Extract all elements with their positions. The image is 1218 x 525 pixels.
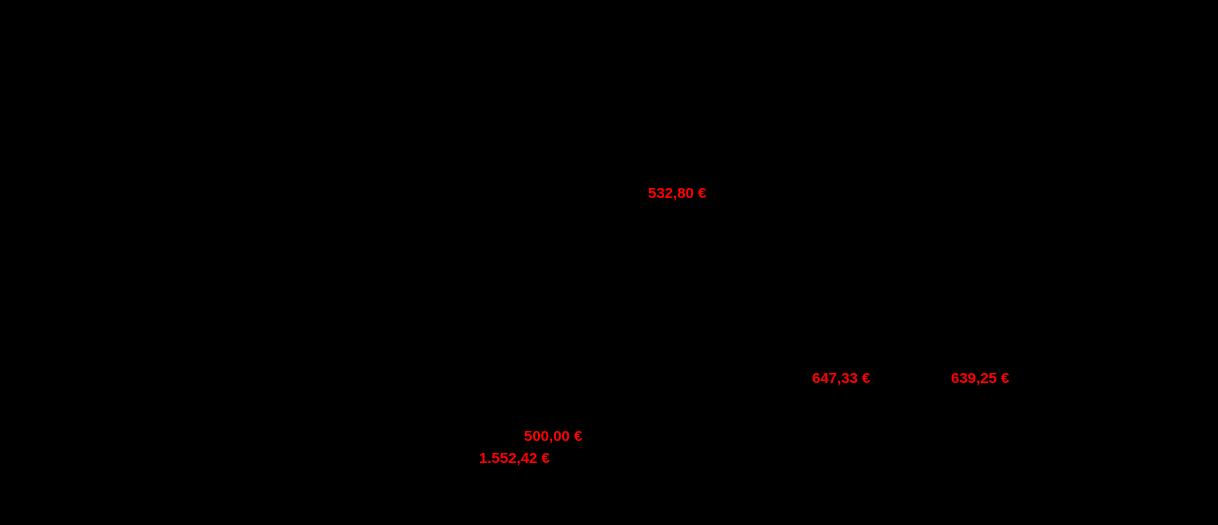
amount-3: 639,25 € [951, 370, 1009, 387]
amount-2: 647,33 € [812, 370, 870, 387]
amount-4: 500,00 € [524, 428, 582, 445]
amount-1: 532,80 € [648, 185, 706, 202]
amount-5: 1.552,42 € [479, 450, 550, 467]
